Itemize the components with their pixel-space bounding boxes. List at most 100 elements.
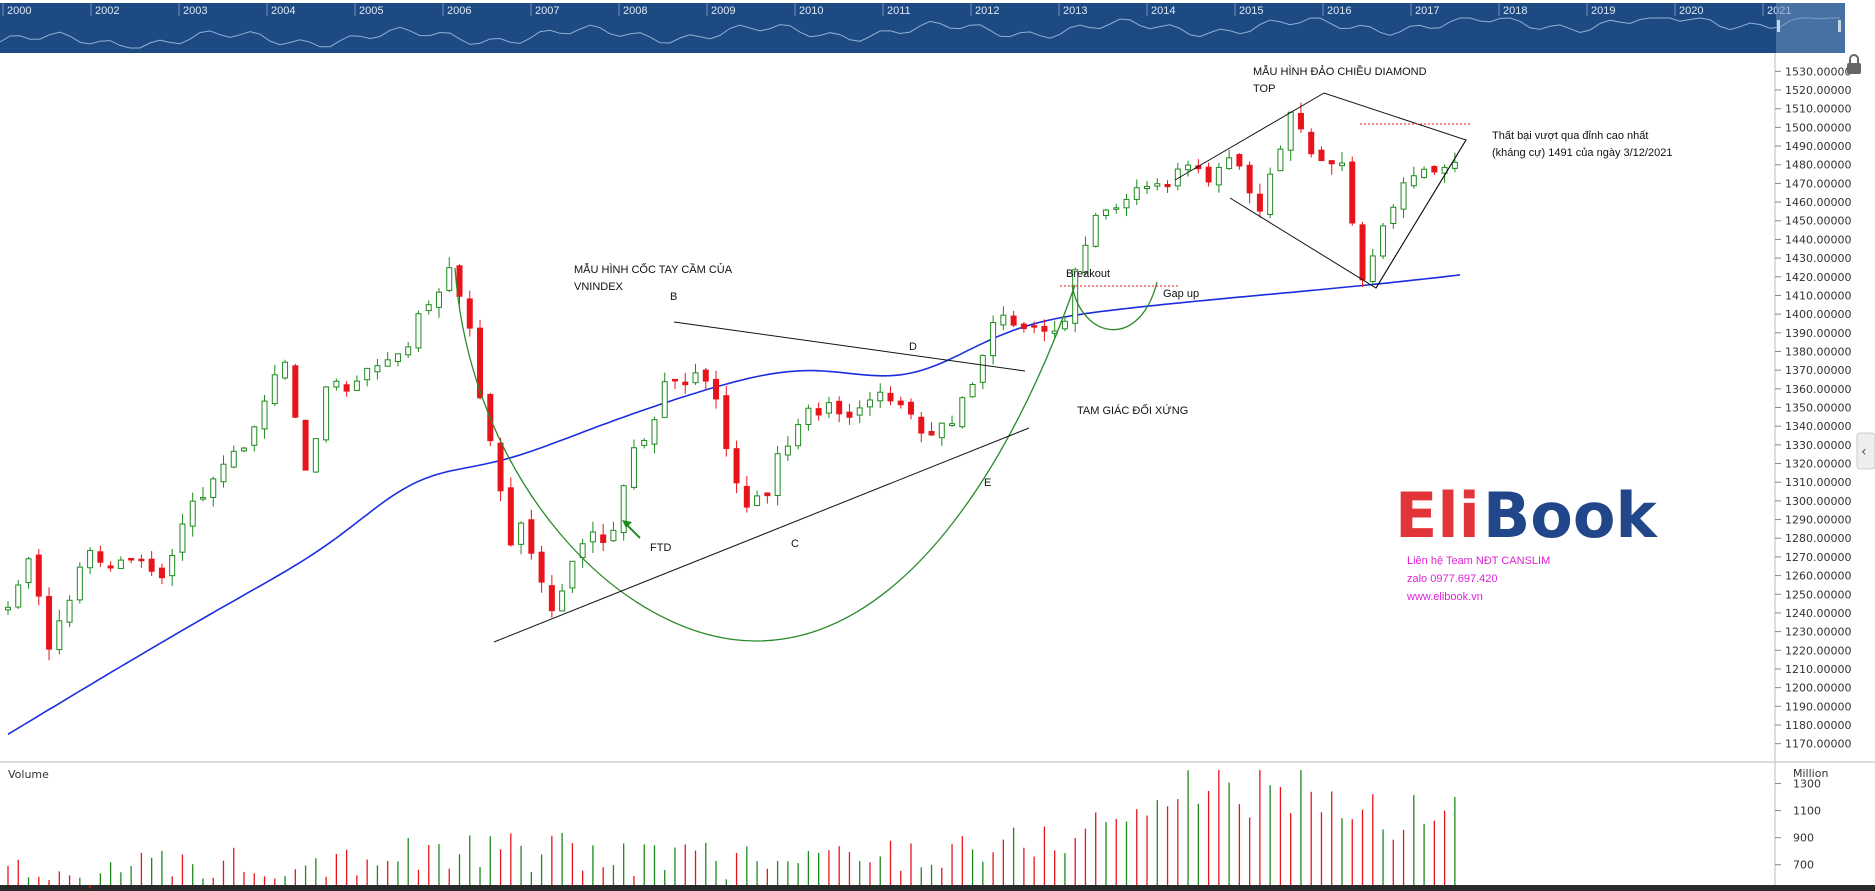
candle-body — [805, 407, 812, 425]
candle-body — [1277, 148, 1284, 172]
candle-body — [1431, 166, 1438, 173]
price-tick-label: 1470.00000 — [1785, 177, 1851, 190]
contact-line-2: zalo 0977.697.420 — [1407, 573, 1498, 585]
candle-body — [364, 367, 371, 381]
price-tick-label: 1230.00000 — [1785, 626, 1851, 639]
navigator-year-label: 2015 — [1239, 5, 1263, 17]
price-tick-label: 1310.00000 — [1785, 476, 1851, 489]
candle-body — [466, 298, 473, 329]
elibook-logo: Eli Book — [1395, 479, 1658, 552]
price-tick-label: 1270.00000 — [1785, 551, 1851, 564]
navigator-grip-left[interactable] — [1777, 20, 1780, 32]
candle-body — [671, 378, 678, 382]
candle-body — [651, 419, 658, 445]
volume-label: Volume — [8, 768, 49, 781]
candle-body — [302, 419, 309, 471]
candle-body — [1092, 214, 1099, 247]
candle-body — [1000, 314, 1007, 326]
candle-body — [1123, 198, 1130, 209]
price-tick-label: 1510.00000 — [1785, 103, 1851, 116]
candle-body — [784, 445, 791, 456]
price-tick-label: 1480.00000 — [1785, 159, 1851, 172]
candle-body — [435, 291, 442, 308]
candle-body — [1369, 255, 1376, 282]
svg-text:Book: Book — [1483, 479, 1658, 552]
navigator-year-label: 2019 — [1591, 5, 1615, 17]
candle-body — [1185, 164, 1192, 171]
price-tick-label: 1240.00000 — [1785, 607, 1851, 620]
candle-body — [179, 523, 186, 553]
price-tick-label: 1370.00000 — [1785, 364, 1851, 377]
volume-axis: 700 900 1100 1300 — [1775, 778, 1821, 872]
candle-body — [620, 485, 627, 534]
candle-body — [56, 620, 63, 651]
candle-body — [323, 386, 330, 441]
candle-body — [220, 463, 227, 483]
candle-body — [1390, 206, 1397, 224]
candle-body — [292, 365, 299, 418]
candle-body — [1164, 183, 1171, 188]
candle-body — [1349, 161, 1356, 224]
bottom-scrollbar[interactable] — [0, 885, 1875, 891]
candle-body — [158, 567, 165, 579]
price-tick-label: 1300.00000 — [1785, 495, 1851, 508]
price-tick-label: 1430.00000 — [1785, 252, 1851, 265]
candle-body — [589, 531, 596, 543]
candle-body — [1338, 162, 1345, 167]
cup-title: MẪU HÌNH CỐC TAY CẦM CỦA — [574, 262, 733, 276]
candle-body — [610, 529, 617, 542]
navigator-handle[interactable] — [1776, 3, 1845, 53]
candle-body — [1287, 111, 1294, 151]
candle-body — [107, 565, 114, 569]
candle-body — [384, 359, 391, 367]
candle-body — [312, 438, 319, 473]
candle-body — [928, 430, 935, 436]
candle-body — [1297, 112, 1304, 130]
navigator-bar[interactable] — [0, 3, 1845, 53]
candle-body — [282, 361, 289, 379]
candle-body — [189, 500, 196, 527]
navigator-years: 2000 2002 2003 2004 2005 2006 2007 2008 2009 2010… — [2, 3, 1791, 17]
lock-icon[interactable] — [1847, 54, 1861, 74]
svg-text:Eli: Eli — [1395, 479, 1480, 552]
navigator-year-label: 2013 — [1063, 5, 1087, 17]
candle-body — [261, 400, 268, 430]
candle-body — [1318, 149, 1325, 162]
price-tick-label: 1220.00000 — [1785, 644, 1851, 657]
volume-bars — [7, 770, 1456, 889]
fail-note-2: (kháng cự) 1491 của ngày 3/12/2021 — [1492, 147, 1672, 159]
price-tick-label: 1400.00000 — [1785, 308, 1851, 321]
candle-body — [5, 606, 11, 611]
candle-body — [199, 497, 206, 500]
price-tick-label: 1420.00000 — [1785, 271, 1851, 284]
collapse-panel-button[interactable]: ‹ — [1856, 432, 1875, 470]
candle-body — [528, 519, 535, 554]
navigator-year-label: 2016 — [1327, 5, 1351, 17]
price-tick-label: 1260.00000 — [1785, 570, 1851, 583]
candle-body — [507, 487, 514, 546]
volume-tick-label: 700 — [1793, 859, 1814, 872]
handle-curve — [1071, 281, 1158, 331]
price-tick-label: 1170.00000 — [1785, 738, 1851, 751]
candle-body — [405, 346, 412, 356]
candle-body — [908, 401, 915, 415]
navigator-year-label: 2018 — [1503, 5, 1527, 17]
candle-body — [630, 447, 637, 488]
candle-body — [918, 416, 925, 434]
navigator-year-label: 2002 — [95, 5, 119, 17]
candle-body — [1410, 175, 1417, 187]
candle-body — [1031, 325, 1038, 328]
price-tick-label: 1360.00000 — [1785, 383, 1851, 396]
candle-body — [661, 381, 668, 418]
candle-body — [271, 374, 278, 405]
diamond-title-2: TOP — [1253, 83, 1275, 95]
candle-body — [353, 380, 360, 391]
navigator-year-label: 2014 — [1151, 5, 1175, 17]
navigator-grip-right[interactable] — [1838, 20, 1841, 32]
candle-body — [128, 557, 135, 561]
triangle-lower-line — [493, 427, 1030, 643]
navigator-year-label: 2000 — [7, 5, 31, 17]
candle-body — [815, 408, 822, 416]
navigator-year-label: 2005 — [359, 5, 383, 17]
price-tick-label: 1460.00000 — [1785, 196, 1851, 209]
